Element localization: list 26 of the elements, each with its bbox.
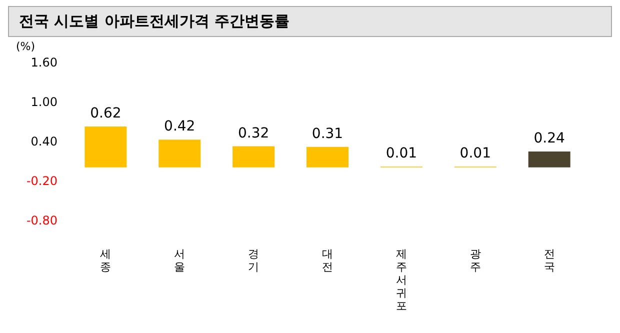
bar bbox=[158, 140, 201, 168]
y-axis-title: (%) bbox=[16, 40, 35, 53]
chart-title: 전국 시도별 아파트전세가격 주간변동률 bbox=[8, 6, 612, 37]
x-tick-label: 대전 bbox=[322, 248, 333, 274]
data-label: 0.24 bbox=[534, 130, 566, 147]
x-tick-label: 세종 bbox=[100, 248, 112, 274]
data-label: 0.42 bbox=[164, 118, 196, 135]
data-label: 0.31 bbox=[312, 126, 344, 142]
y-tick-label: -0.80 bbox=[26, 214, 58, 228]
data-label: 0.01 bbox=[386, 146, 418, 162]
bar bbox=[528, 152, 570, 168]
y-tick-label: 1.00 bbox=[30, 95, 58, 109]
data-label: 0.01 bbox=[460, 146, 491, 162]
y-tick-label: -0.20 bbox=[26, 174, 58, 188]
data-label: 0.62 bbox=[90, 106, 122, 122]
x-tick-label: 서울 bbox=[174, 248, 186, 274]
x-tick-label: 광주 bbox=[470, 248, 481, 274]
bar bbox=[232, 146, 275, 168]
y-tick-label: 0.40 bbox=[30, 134, 58, 148]
bar bbox=[84, 126, 127, 168]
bar bbox=[306, 146, 348, 168]
x-tick-label: 경기 bbox=[248, 248, 260, 274]
x-tick-label: 제주서귀포 bbox=[396, 248, 407, 312]
x-tick-label: 전국 bbox=[544, 248, 555, 274]
data-label: 0.32 bbox=[238, 125, 270, 142]
y-tick-label: 1.60 bbox=[30, 56, 58, 70]
